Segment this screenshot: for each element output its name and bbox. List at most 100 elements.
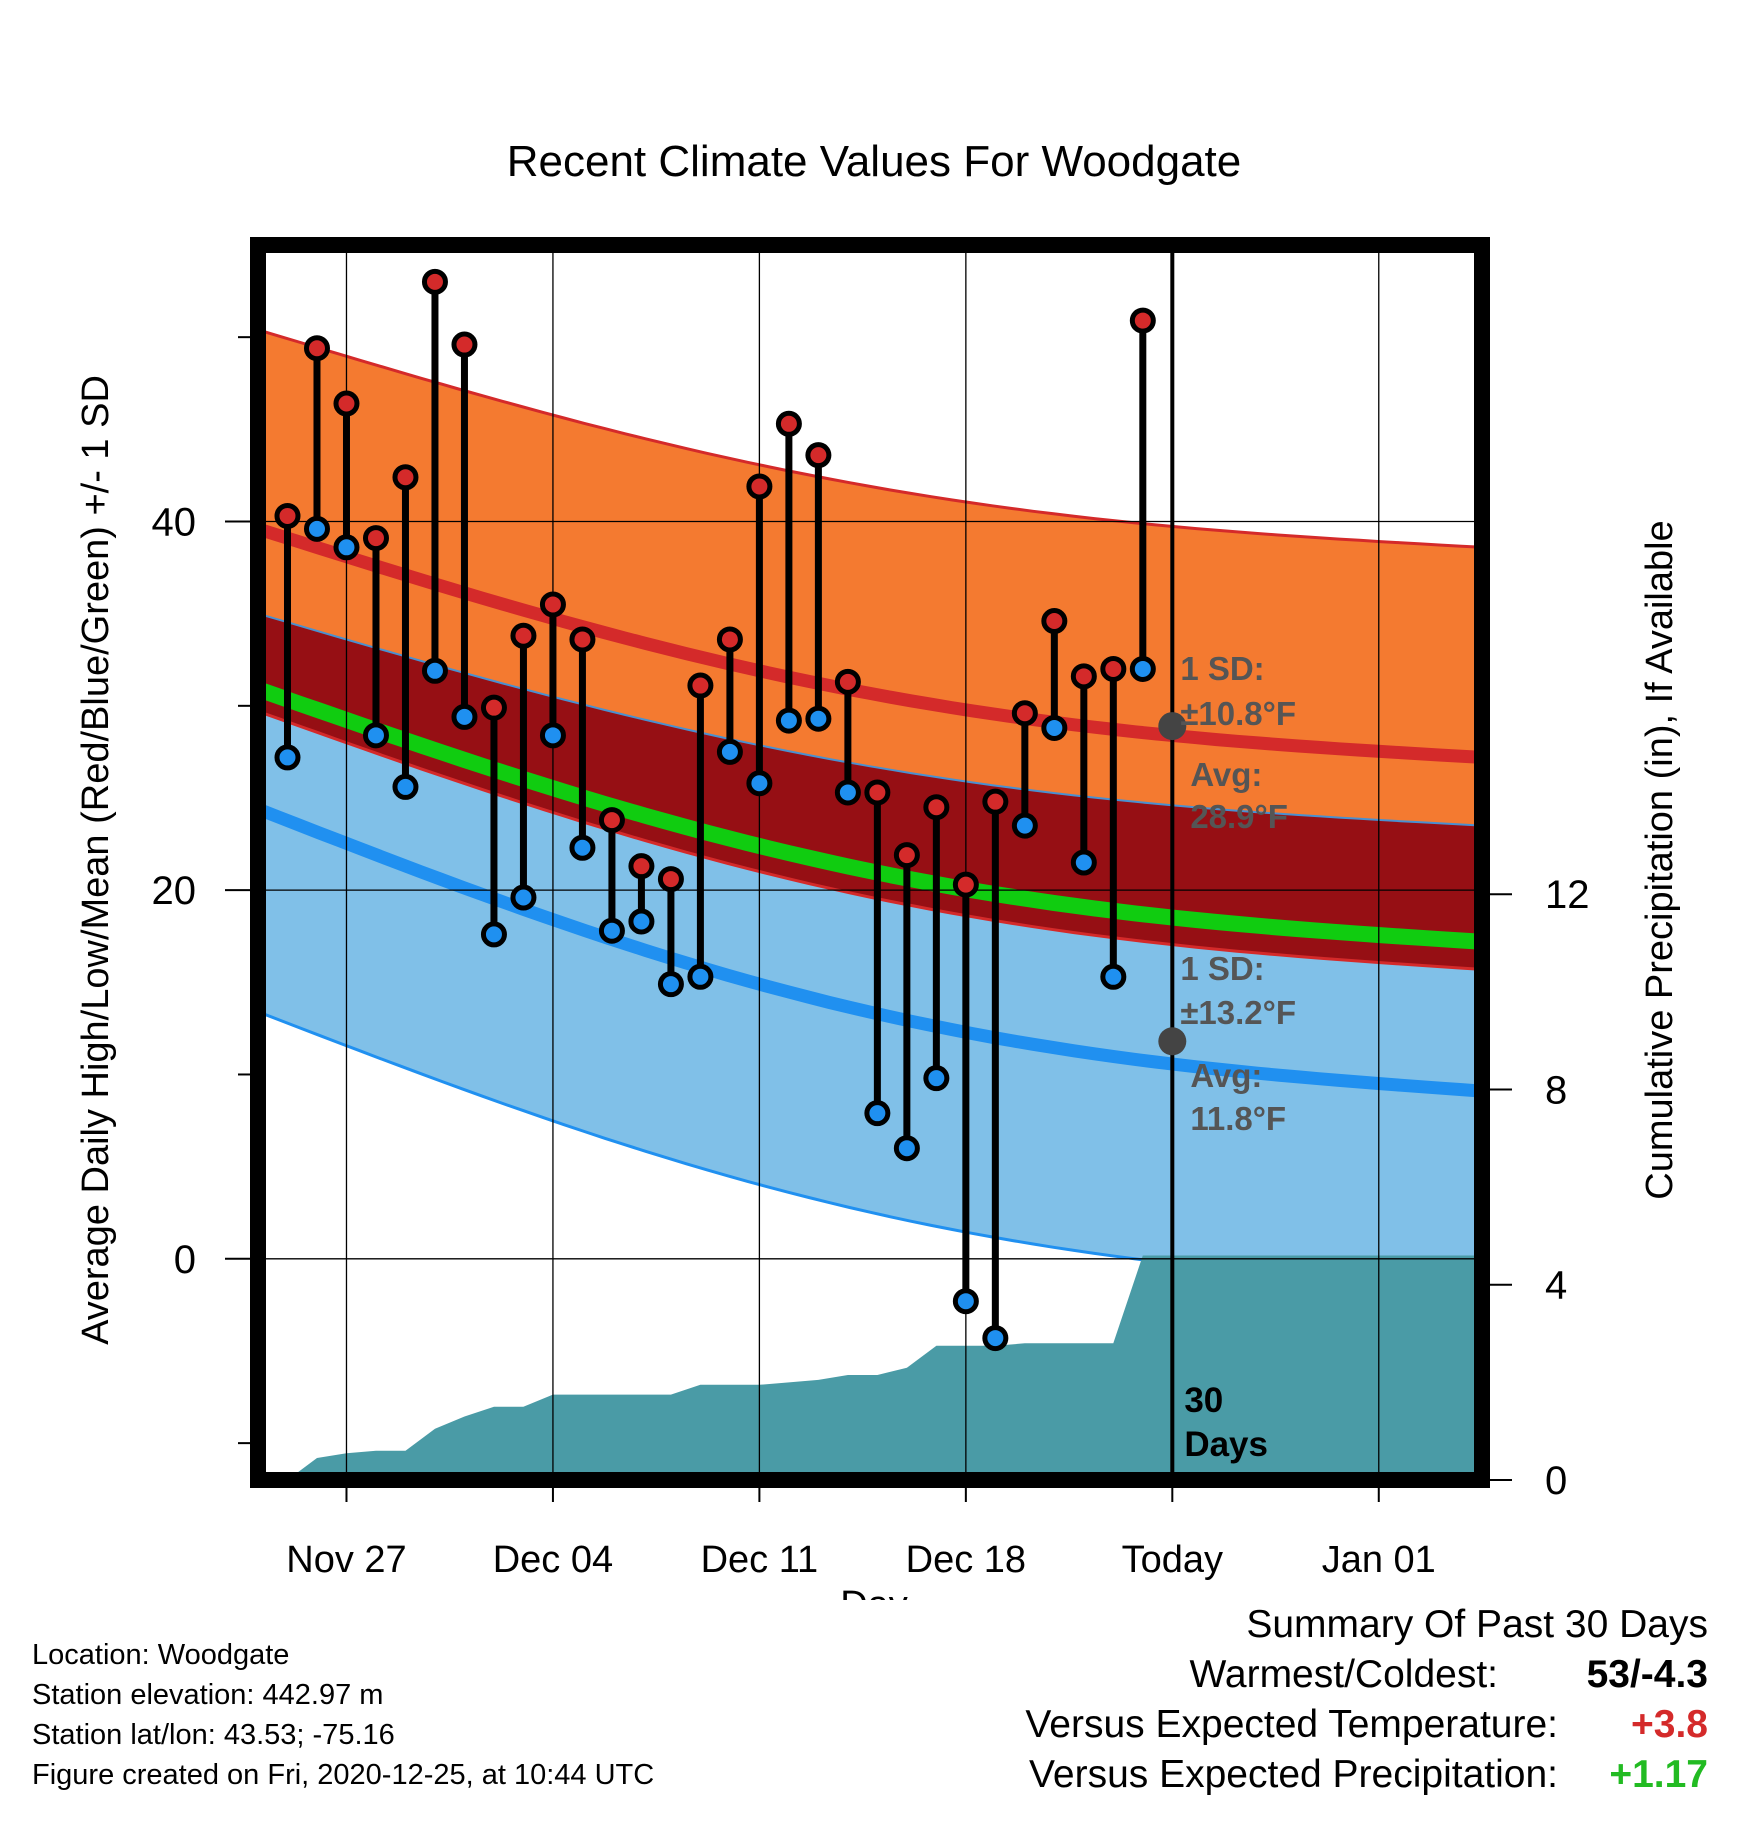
low-point: [952, 1288, 979, 1315]
high-point: [392, 464, 419, 491]
low-point: [1100, 963, 1127, 990]
high-point: [480, 694, 507, 721]
high-point: [1129, 307, 1156, 334]
high-point: [952, 871, 979, 898]
y2-axis-label: Cumulative Precipitation (in), If Availa…: [1639, 520, 1681, 1199]
low-point: [687, 963, 714, 990]
precip-label: Versus Expected Precipitation:: [1029, 1753, 1558, 1796]
y-tick-label: 0: [174, 1238, 196, 1282]
y2-tick-label: 8: [1545, 1068, 1567, 1112]
low-normal-line: [258, 802, 1482, 1098]
high-point: [274, 502, 301, 529]
high-sd-band: [258, 329, 1482, 826]
high-point: [303, 335, 330, 362]
high-point: [746, 473, 773, 500]
x-tick-label: Today: [1122, 1539, 1223, 1581]
precip-row: Versus Expected Precipitation: +1.17: [948, 1750, 1708, 1800]
high-point: [628, 853, 655, 880]
location-text: Location: Woodgate: [32, 1639, 290, 1671]
high-point: [1041, 608, 1068, 635]
low-sd-value: ±13.2°F: [1180, 994, 1296, 1031]
low-point: [480, 921, 507, 948]
summary-heading-row: Summary Of Past 30 Days: [948, 1600, 1708, 1650]
low-point: [982, 1325, 1009, 1352]
y-axis-label: Average Daily High/Low/Mean (Red/Blue/Gr…: [75, 375, 117, 1345]
x-tick-label: Jan 01: [1322, 1539, 1436, 1581]
high-point: [893, 842, 920, 869]
low-avg-marker: [1158, 1027, 1187, 1056]
mean-lower-line: [258, 709, 1482, 971]
warmest-row: Warmest/Coldest: 53/-4.3: [948, 1650, 1708, 1700]
x-tick-label: Dec 18: [906, 1539, 1026, 1581]
latlon-text: Station lat/lon: 43.53; -75.16: [32, 1719, 395, 1751]
low-point: [598, 917, 625, 944]
low-point: [451, 703, 478, 730]
low-point: [775, 707, 802, 734]
high-point: [1011, 700, 1038, 727]
created-text: Figure created on Fri, 2020-12-25, at 10…: [32, 1759, 655, 1791]
days-word-label: Days: [1184, 1425, 1268, 1464]
high-point: [362, 525, 389, 552]
high-point: [982, 788, 1009, 815]
low-sd-band: [258, 711, 1482, 1291]
high-point: [539, 591, 566, 618]
high-point: [1070, 663, 1097, 690]
plot-area: [258, 245, 1482, 1480]
high-point: [657, 866, 684, 893]
high-point: [923, 794, 950, 821]
low-point: [1129, 655, 1156, 682]
high-point: [687, 672, 714, 699]
low-point: [923, 1065, 950, 1092]
low-point: [569, 834, 596, 861]
low-point: [362, 722, 389, 749]
y2-tick-label: 4: [1545, 1264, 1567, 1308]
y2-tick-label: 12: [1545, 873, 1590, 917]
low-point: [716, 738, 743, 765]
low-point: [510, 884, 537, 911]
days-count-label: 30: [1184, 1381, 1223, 1420]
x-tick-label: Dec 11: [701, 1539, 819, 1581]
low-point: [303, 515, 330, 542]
temp-value: +3.8: [1631, 1703, 1708, 1746]
low-sd-label: 1 SD:: [1180, 950, 1264, 987]
high-point: [805, 442, 832, 469]
x-tick-label: Dec 04: [493, 1539, 613, 1581]
summary-heading: Summary Of Past 30 Days: [1246, 1603, 1708, 1646]
high-point: [421, 268, 448, 295]
warmest-value: 53/-4.3: [1586, 1653, 1708, 1696]
low-point: [333, 534, 360, 561]
high-point: [510, 622, 537, 649]
low-avg-label: Avg:: [1190, 1057, 1262, 1094]
climate-chart: Recent Climate Values For Woodgate 1 SD:…: [75, 137, 1681, 1600]
low-point: [1011, 812, 1038, 839]
x-tick-label: Nov 27: [286, 1539, 406, 1581]
low-point: [657, 971, 684, 998]
y-tick-label: 40: [152, 500, 197, 544]
low-point: [539, 722, 566, 749]
low-point: [392, 773, 419, 800]
chart-title: Recent Climate Values For Woodgate: [507, 137, 1242, 186]
low-point: [893, 1135, 920, 1162]
elevation-text: Station elevation: 442.97 m: [32, 1679, 384, 1711]
x-axis-label: Day: [840, 1584, 908, 1600]
mean-normal-line: [258, 681, 1482, 950]
high-point: [598, 807, 625, 834]
high-avg-value: 28.9°F: [1190, 798, 1288, 835]
low-point: [746, 770, 773, 797]
high-point: [451, 331, 478, 358]
high-point: [716, 626, 743, 653]
precip-area: [258, 1255, 1482, 1480]
low-point: [628, 908, 655, 935]
high-sd-value: ±10.8°F: [1180, 695, 1296, 732]
high-point: [333, 390, 360, 417]
high-point: [864, 779, 891, 806]
warmest-label: Warmest/Coldest:: [1189, 1653, 1498, 1696]
low-point: [834, 779, 861, 806]
low-point: [274, 744, 301, 771]
low-point: [421, 657, 448, 684]
high-point: [834, 668, 861, 695]
temp-row: Versus Expected Temperature: +3.8: [948, 1700, 1708, 1750]
low-avg-value: 11.8°F: [1190, 1100, 1286, 1137]
station-info: Location: Woodgate Station elevation: 44…: [32, 1635, 654, 1795]
precip-value: +1.17: [1609, 1753, 1708, 1796]
